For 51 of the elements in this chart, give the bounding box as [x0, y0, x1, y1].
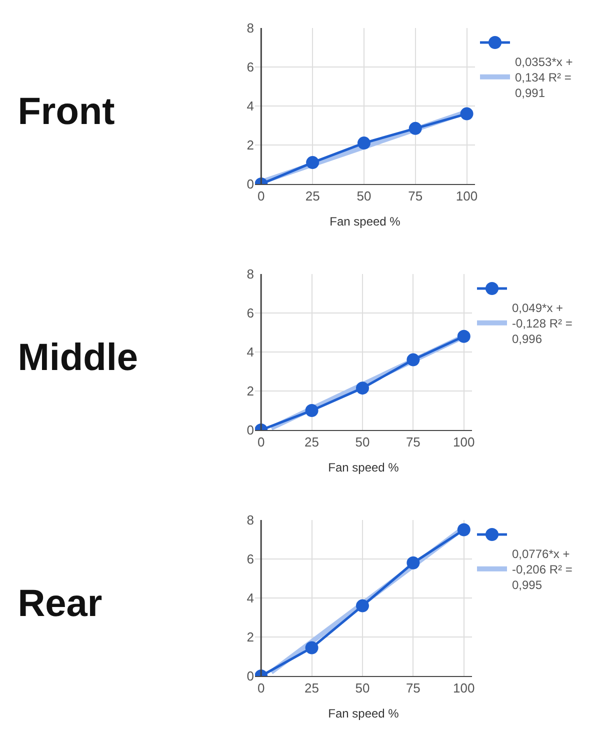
x-tick-label: 25 [305, 188, 320, 204]
y-tick-label: 0 [246, 668, 254, 684]
x-tick-label: 75 [408, 188, 423, 204]
point [356, 599, 369, 612]
y-tick-label: 8 [246, 266, 254, 282]
x-tick-label: 100 [453, 680, 475, 696]
x-tick-label: 50 [356, 188, 372, 204]
legend-label: 0,0353*x + 0,134 R² = 0,991 [515, 54, 573, 100]
y-tick-label: 0 [246, 176, 254, 192]
y-tick-label: 6 [246, 60, 254, 75]
x-tick-label: 50 [355, 680, 370, 696]
x-axis-title: Fan speed % [328, 460, 400, 474]
legend-label: 0,0776*x + -0,206 R² = 0,995 [512, 546, 572, 592]
x-tick-label: 100 [456, 188, 478, 204]
x-tick-label: 25 [304, 680, 320, 696]
point [460, 107, 474, 120]
x-tick-label: 75 [406, 680, 420, 696]
y-tick-label: 4 [246, 344, 254, 360]
x-axis-title: Fan speed % [330, 214, 401, 228]
text: Rear [18, 583, 102, 625]
point [406, 556, 420, 570]
point [457, 523, 470, 536]
point [408, 122, 422, 135]
x-tick-label: 75 [406, 434, 420, 450]
point [305, 641, 318, 654]
y-tick-label: 2 [246, 384, 254, 399]
point [305, 404, 318, 417]
x-tick-label: 0 [257, 434, 265, 450]
x-axis-title: Fan speed % [328, 706, 400, 720]
text: Middle [18, 337, 138, 379]
x-tick-label: 0 [257, 680, 265, 696]
x-tick-label: 25 [304, 434, 320, 450]
y-tick-label: 2 [246, 138, 254, 153]
y-tick-label: 4 [246, 590, 254, 606]
point [406, 353, 420, 366]
y-tick-label: 6 [246, 552, 254, 567]
y-tick-label: 6 [246, 306, 254, 321]
point [357, 136, 370, 150]
y-tick-label: 2 [246, 630, 254, 645]
point [356, 382, 369, 395]
point [306, 156, 320, 170]
y-tick-label: 4 [246, 98, 254, 114]
text: Front [18, 91, 116, 133]
point [457, 330, 470, 343]
y-tick-label: 8 [246, 512, 254, 528]
x-tick-label: 50 [355, 434, 370, 450]
x-tick-label: 0 [258, 188, 265, 204]
y-tick-label: 8 [246, 20, 254, 36]
legend-label: 0,049*x + -0,128 R² = 0,996 [512, 300, 572, 346]
y-tick-label: 0 [246, 422, 254, 438]
x-tick-label: 100 [453, 434, 475, 450]
